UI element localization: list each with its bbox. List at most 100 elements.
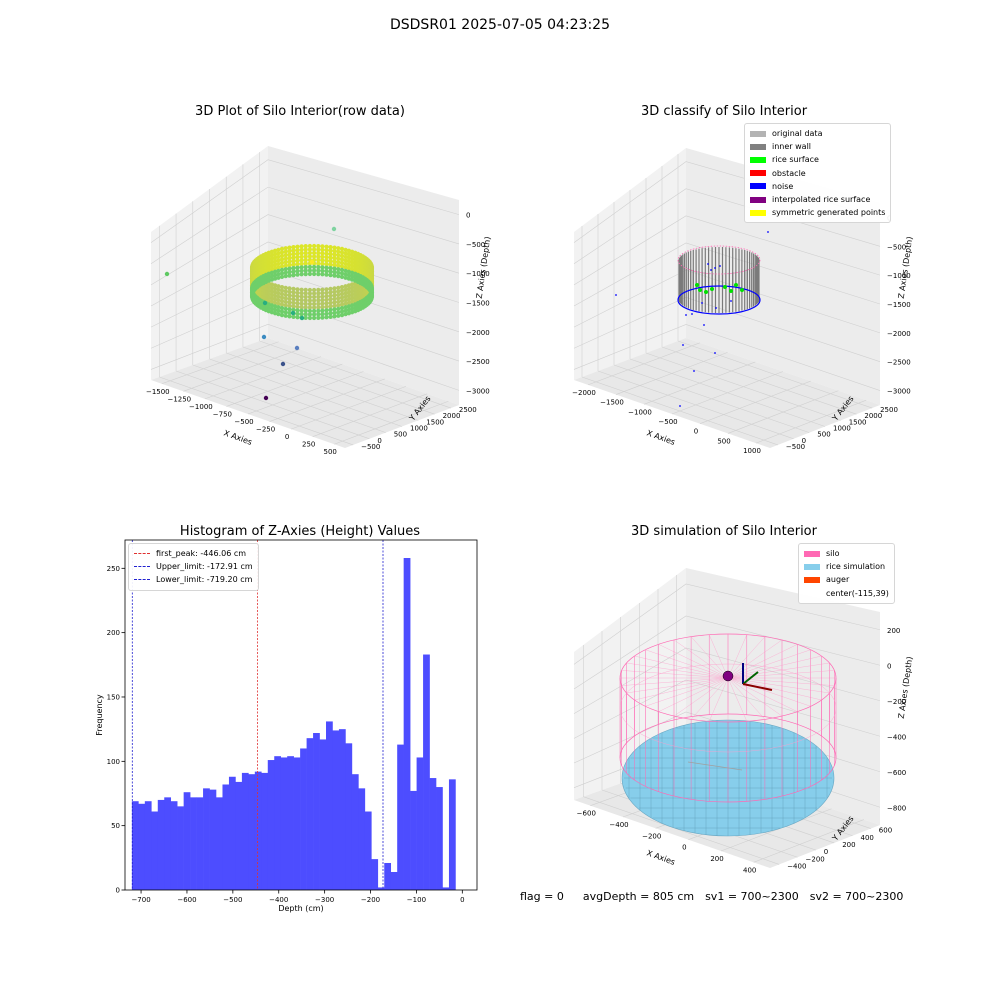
panel1-xlabel: X Axies [222, 428, 253, 447]
raw-data-point [287, 314, 292, 319]
x-tick-label: 0 [460, 896, 464, 904]
raw-data-point [287, 263, 292, 268]
panel4-zgrid [573, 647, 881, 714]
raw-data-point [279, 257, 285, 262]
legend-label: rice simulation [826, 562, 886, 572]
raw-data-point [276, 305, 281, 310]
raw-data-point [291, 293, 296, 298]
panel4-ztick-label: 0 [887, 662, 891, 670]
raw-data-point [336, 303, 341, 308]
panel2-ytick-label: 2000 [864, 412, 882, 420]
raw-data-point [328, 255, 333, 260]
raw-data-point [303, 265, 308, 270]
silo-roof-wire [727, 677, 835, 686]
raw-data-point [336, 267, 341, 272]
raw-data-point [336, 299, 341, 304]
raw-data-point [324, 304, 329, 309]
raw-data-point [295, 290, 300, 295]
raw-data-point [303, 268, 308, 273]
histogram-bar [228, 776, 236, 890]
raw-data-point [320, 272, 325, 277]
raw-data-point [303, 315, 308, 320]
flag-status: flag = 0 [520, 890, 564, 903]
raw-data-point [276, 272, 281, 277]
legend-label: first_peak: -446.06 cm [156, 549, 247, 559]
raw-data-point [279, 295, 285, 300]
panel1-ytick-label: −500 [361, 443, 380, 451]
silo-roof-wire [634, 655, 729, 679]
axis-arrow-x [742, 683, 773, 691]
silo-roof-wire [727, 662, 830, 679]
raw-data-point [299, 261, 304, 266]
noise-bottom-ring [677, 285, 761, 315]
silo-roof-wire [645, 649, 729, 679]
raw-data-point [299, 251, 304, 256]
raw-data-point [283, 270, 288, 275]
raw-data-point [303, 294, 308, 299]
raw-data-point [336, 263, 341, 268]
histogram-bar [313, 733, 320, 890]
histogram-bar [358, 788, 366, 890]
histogram-bar [235, 781, 243, 890]
panel4-xtick-label: 200 [710, 855, 723, 863]
histogram-bar [222, 784, 230, 890]
raw-data-point [276, 251, 281, 256]
sv1-status: sv1 = 700~2300 [705, 890, 799, 903]
raw-data-point [279, 253, 285, 258]
raw-data-point [316, 301, 321, 306]
silo-roof-wire [727, 677, 830, 694]
raw-data-point [343, 301, 348, 306]
raw-data-point [273, 248, 278, 253]
raw-data-point [320, 291, 325, 296]
raw-data-point [291, 269, 296, 274]
raw-data-point [283, 267, 288, 272]
raw-data-point [312, 291, 317, 296]
raw-data-point [332, 286, 337, 291]
raw-data-point [287, 300, 292, 305]
raw-data-point [312, 247, 317, 252]
raw-data-point [350, 306, 355, 311]
raw-data-point [303, 312, 308, 317]
raw-data-point [287, 266, 292, 271]
silo-roof-wire [727, 639, 783, 679]
raw-data-point [346, 276, 351, 281]
raw-data-point [276, 261, 281, 266]
raw-data-point [276, 275, 281, 280]
raw-data-point [287, 259, 292, 264]
raw-data-point [279, 250, 285, 255]
raw-data-point [320, 315, 325, 320]
raw-data-point [328, 307, 333, 312]
raw-data-point [312, 294, 317, 300]
raw-data-point [295, 297, 300, 302]
raw-data-point [279, 306, 285, 311]
rice-surface-point [729, 289, 733, 293]
histogram-frame [124, 539, 478, 891]
raw-data-point [339, 260, 345, 265]
raw-data-point [273, 311, 278, 316]
raw-data-point [336, 270, 341, 275]
raw-data-point [316, 247, 321, 252]
raw-data-point [350, 285, 355, 290]
raw-data-point [307, 247, 312, 252]
panel2-ygrid [629, 358, 826, 427]
raw-data-point [316, 308, 321, 313]
raw-data-point [339, 250, 345, 255]
raw-data-point [269, 249, 274, 254]
histogram-bar [397, 744, 404, 890]
noise-point [693, 370, 695, 372]
raw-data-point [316, 298, 321, 303]
raw-data-point [324, 248, 329, 253]
panel2-ygrid [613, 364, 810, 433]
raw-data-point [328, 259, 333, 264]
raw-data-point [276, 287, 281, 292]
raw-data-point [336, 274, 341, 279]
panel2-title: 3D classify of Silo Interior [640, 104, 808, 119]
histogram-bar [241, 772, 249, 890]
raw-data-point [339, 309, 345, 314]
histogram-bar [157, 799, 165, 890]
raw-data-point [316, 287, 321, 292]
avg-depth-status: avgDepth = 805 cm [582, 890, 695, 903]
panel1-ytick-label: 0 [377, 437, 381, 445]
raw-data-point [346, 307, 351, 312]
raw-data-point [350, 292, 355, 297]
